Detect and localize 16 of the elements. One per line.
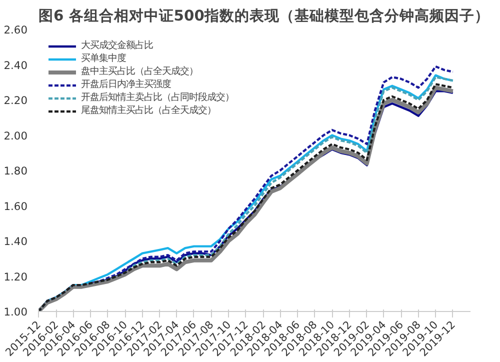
legend-label: 买单集中度 bbox=[81, 52, 126, 65]
y-tick-label: 2.00 bbox=[4, 129, 28, 142]
y-tick-label: 2.20 bbox=[4, 94, 28, 107]
chart-title: 图6 各组合相对中证500指数的表现（基础模型包含分钟高频因子） bbox=[38, 6, 490, 24]
y-tick-label: 1.40 bbox=[4, 235, 28, 248]
y-tick-label: 1.60 bbox=[4, 200, 28, 213]
legend-label: 盘中主买占比（占全天成交） bbox=[81, 65, 198, 78]
legend-label: 大买成交金额占比 bbox=[81, 39, 153, 52]
legend-label: 开盘后日内净主买强度 bbox=[81, 78, 171, 91]
legend-label: 尾盘知情主买占比（占全天成交） bbox=[81, 104, 216, 117]
y-tick-label: 1.80 bbox=[4, 164, 28, 178]
y-tick-label: 2.60 bbox=[4, 24, 28, 36]
y-tick-label: 1.00 bbox=[4, 306, 28, 318]
y-tick-label: 1.20 bbox=[4, 270, 28, 284]
legend-label: 开盘后知情主卖占比（占同时段成交） bbox=[81, 91, 234, 104]
y-tick-label: 2.40 bbox=[4, 58, 28, 72]
